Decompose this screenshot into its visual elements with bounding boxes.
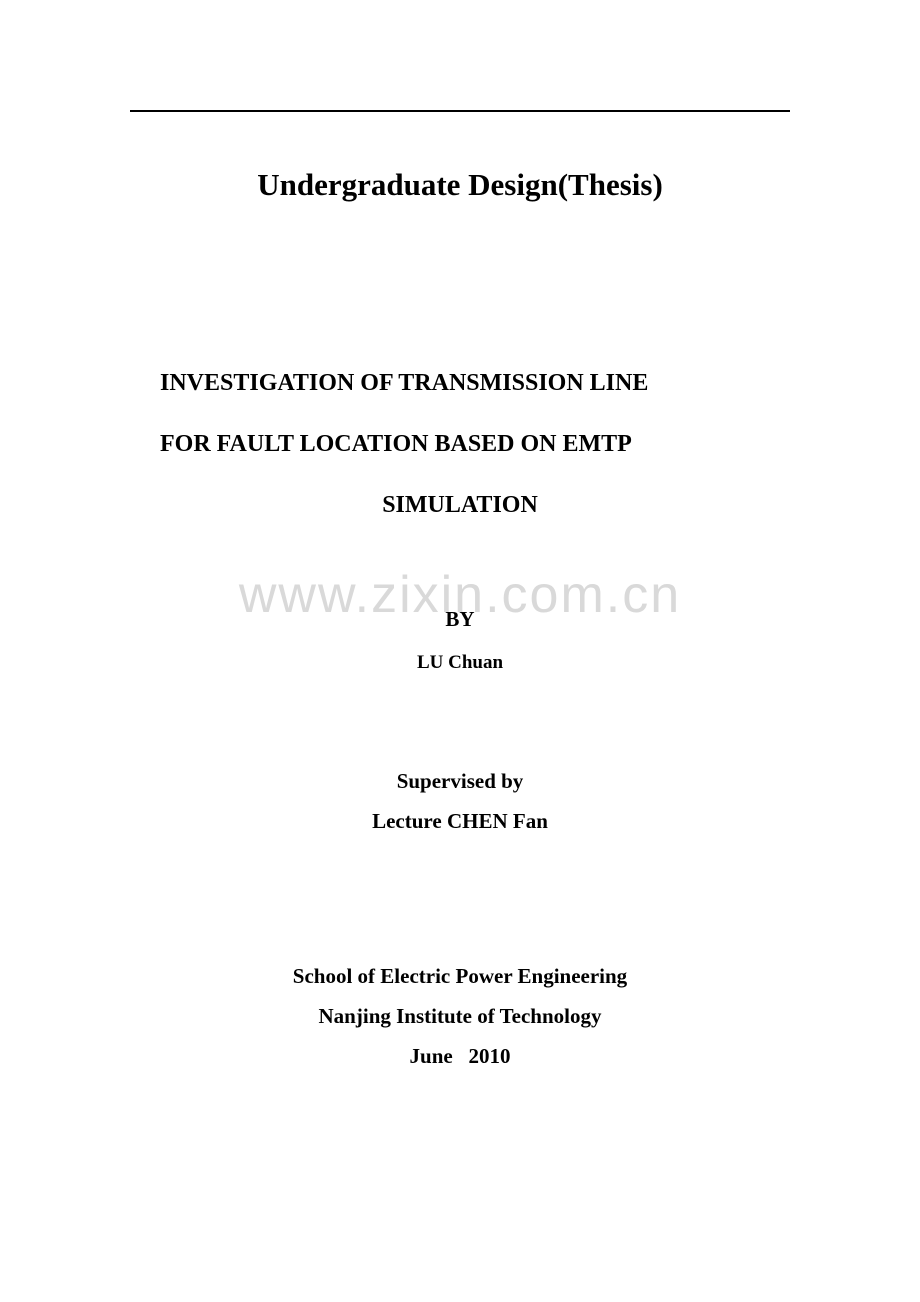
author-section: BY LU Chuan <box>130 607 790 674</box>
author-name: LU Chuan <box>130 652 790 674</box>
supervised-by-label: Supervised by <box>130 769 790 794</box>
supervisor-section: Supervised by Lecture CHEN Fan <box>130 769 790 834</box>
thesis-title-line2: FOR FAULT LOCATION BASED ON EMTP <box>160 431 632 457</box>
date-text: June 2010 <box>130 1044 790 1069</box>
institution-section: School of Electric Power Engineering Nan… <box>130 964 790 1069</box>
top-divider <box>130 110 790 112</box>
school-name: School of Electric Power Engineering <box>130 964 790 989</box>
by-label: BY <box>130 607 790 632</box>
thesis-title-line3: SIMULATION <box>160 475 760 536</box>
supervisor-name: Lecture CHEN Fan <box>130 809 790 834</box>
institution-name: Nanjing Institute of Technology <box>130 1004 790 1029</box>
page-title: Undergraduate Design(Thesis) <box>130 167 790 203</box>
thesis-title-line1: INVESTIGATION OF TRANSMISSION LINE <box>160 370 648 396</box>
thesis-title: INVESTIGATION OF TRANSMISSION LINE FOR F… <box>130 353 790 537</box>
